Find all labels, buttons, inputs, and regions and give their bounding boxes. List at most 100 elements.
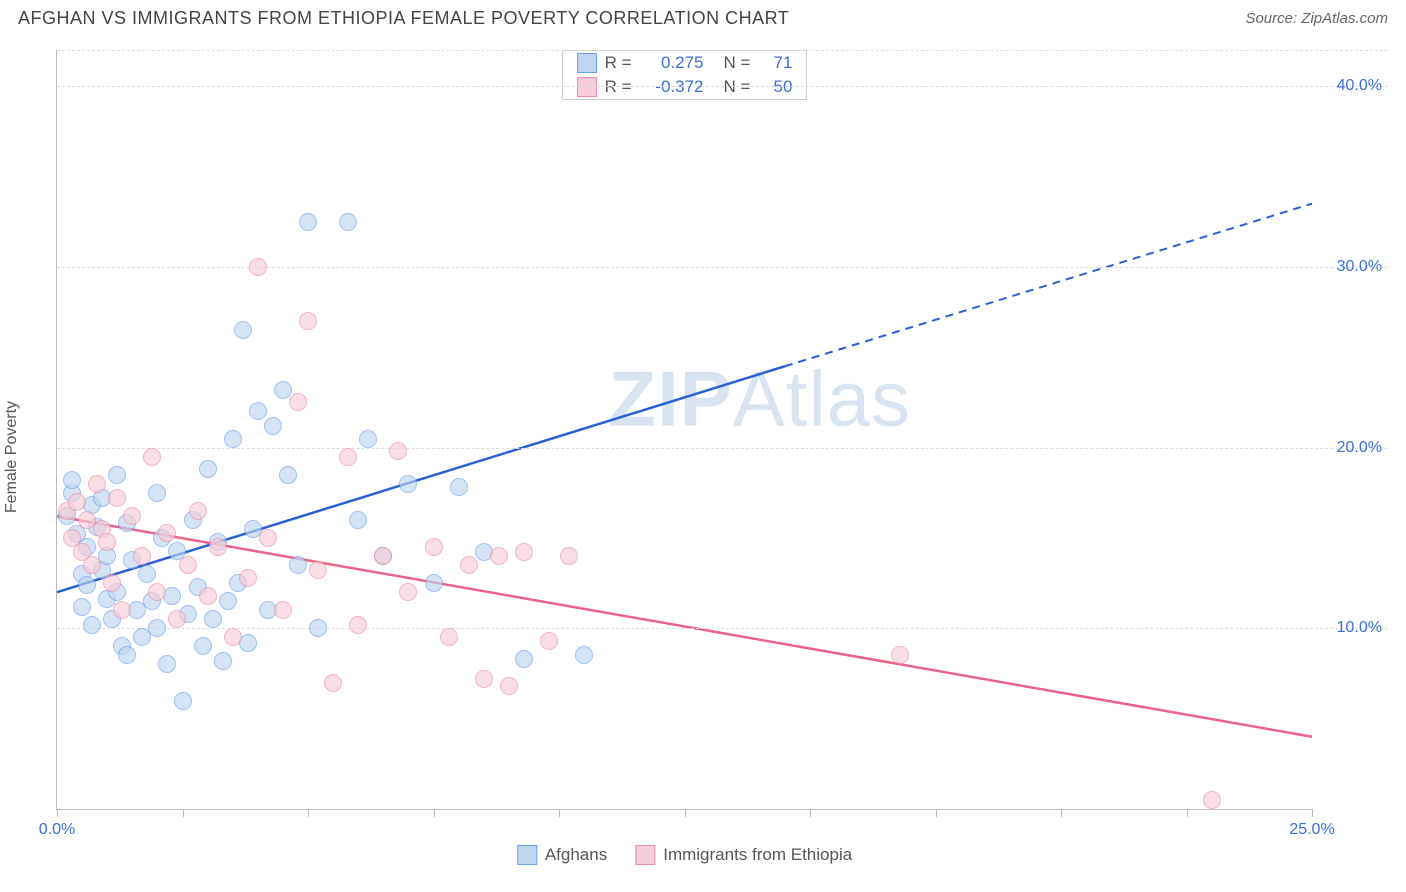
data-point [490, 547, 508, 565]
data-point [73, 598, 91, 616]
data-point [500, 677, 518, 695]
data-point [289, 393, 307, 411]
data-point [274, 601, 292, 619]
data-point [158, 524, 176, 542]
data-point [299, 312, 317, 330]
data-point [339, 213, 357, 231]
legend-item: Immigrants from Ethiopia [635, 845, 852, 865]
data-point [515, 650, 533, 668]
x-tick [810, 809, 811, 817]
data-point [515, 543, 533, 561]
x-tick-label: 0.0% [39, 821, 75, 839]
r-value: 0.275 [640, 53, 704, 73]
data-point [148, 484, 166, 502]
data-point [219, 592, 237, 610]
y-tick-label: 10.0% [1337, 619, 1382, 637]
data-point [540, 632, 558, 650]
data-point [234, 321, 252, 339]
data-point [891, 646, 909, 664]
data-point [425, 538, 443, 556]
legend-label: Immigrants from Ethiopia [663, 845, 852, 865]
data-point [324, 674, 342, 692]
data-point [374, 547, 392, 565]
legend-swatch [635, 845, 655, 865]
x-tick [434, 809, 435, 817]
source-label: Source: ZipAtlas.com [1245, 10, 1388, 27]
trendline [57, 516, 1312, 736]
data-point [108, 466, 126, 484]
data-point [199, 460, 217, 478]
data-point [309, 561, 327, 579]
gridline [57, 50, 1388, 51]
gridline [57, 628, 1388, 629]
data-point [224, 628, 242, 646]
data-point [148, 619, 166, 637]
legend-swatch [577, 53, 597, 73]
n-value: 71 [758, 53, 792, 73]
data-point [204, 610, 222, 628]
data-point [450, 478, 468, 496]
data-point [359, 430, 377, 448]
data-point [189, 502, 207, 520]
data-point [209, 538, 227, 556]
data-point [279, 466, 297, 484]
data-point [88, 475, 106, 493]
data-point [68, 493, 86, 511]
trendlines-layer [57, 50, 1312, 809]
data-point [179, 556, 197, 574]
data-point [349, 511, 367, 529]
data-point [1203, 791, 1221, 809]
data-point [158, 655, 176, 673]
data-point [249, 258, 267, 276]
data-point [399, 583, 417, 601]
x-tick [936, 809, 937, 817]
legend-swatch [517, 845, 537, 865]
x-tick [308, 809, 309, 817]
data-point [349, 616, 367, 634]
data-point [399, 475, 417, 493]
x-tick [183, 809, 184, 817]
data-point [389, 442, 407, 460]
gridline [57, 86, 1388, 87]
x-tick [1187, 809, 1188, 817]
data-point [575, 646, 593, 664]
y-tick-label: 20.0% [1337, 439, 1382, 457]
data-point [560, 547, 578, 565]
data-point [118, 646, 136, 664]
chart-title: AFGHAN VS IMMIGRANTS FROM ETHIOPIA FEMAL… [18, 8, 789, 29]
trendline-extrapolated [785, 204, 1312, 367]
series-legend: Afghans Immigrants from Ethiopia [517, 845, 852, 865]
data-point [133, 547, 151, 565]
data-point [299, 213, 317, 231]
data-point [138, 565, 156, 583]
data-point [224, 430, 242, 448]
gridline [57, 448, 1388, 449]
data-point [148, 583, 166, 601]
data-point [274, 381, 292, 399]
x-tick [685, 809, 686, 817]
plot-area: ZIPAtlas R =0.275N =71R =-0.372N =50 Afg… [56, 50, 1312, 810]
plot-container: Female Poverty ZIPAtlas R =0.275N =71R =… [18, 40, 1388, 874]
data-point [425, 574, 443, 592]
data-point [264, 417, 282, 435]
data-point [239, 569, 257, 587]
data-point [475, 670, 493, 688]
y-tick-label: 30.0% [1337, 258, 1382, 276]
data-point [174, 692, 192, 710]
y-tick-label: 40.0% [1337, 77, 1382, 95]
data-point [199, 587, 217, 605]
x-tick [1312, 809, 1313, 817]
legend-item: Afghans [517, 845, 607, 865]
r-label: R = [605, 53, 632, 73]
watermark: ZIPAtlas [608, 354, 911, 445]
data-point [113, 601, 131, 619]
data-point [309, 619, 327, 637]
data-point [214, 652, 232, 670]
stats-row: R =0.275N =71 [563, 51, 807, 75]
y-axis-label: Female Poverty [3, 401, 21, 513]
x-tick [1061, 809, 1062, 817]
legend-label: Afghans [545, 845, 607, 865]
data-point [63, 471, 81, 489]
data-point [440, 628, 458, 646]
data-point [259, 529, 277, 547]
